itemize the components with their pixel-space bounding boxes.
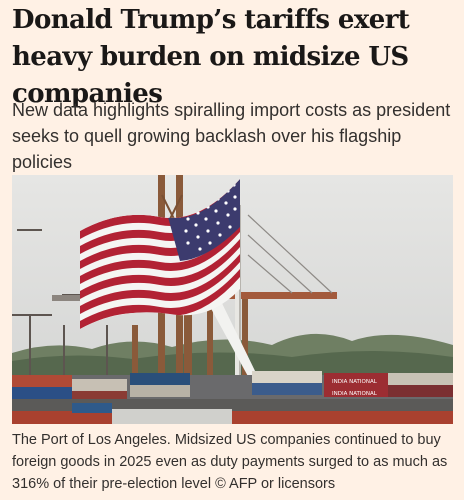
container-label: INDIA NATIONAL <box>332 391 378 397</box>
port-photo-illustration: INDIA NATIONAL INDIA NATIONAL <box>12 175 453 424</box>
article-photo: INDIA NATIONAL INDIA NATIONAL <box>12 175 453 424</box>
flag-canton <box>168 179 240 261</box>
standfirst: New data highlights spiralling import co… <box>12 100 451 172</box>
image-caption: The Port of Los Angeles. Midsized US com… <box>12 432 448 492</box>
headline: Donald Trump’s tariffs exert heavy burde… <box>12 5 410 109</box>
container-label: INDIA NATIONAL <box>332 379 378 385</box>
container-stacks <box>12 371 453 424</box>
flagpole <box>235 205 241 424</box>
